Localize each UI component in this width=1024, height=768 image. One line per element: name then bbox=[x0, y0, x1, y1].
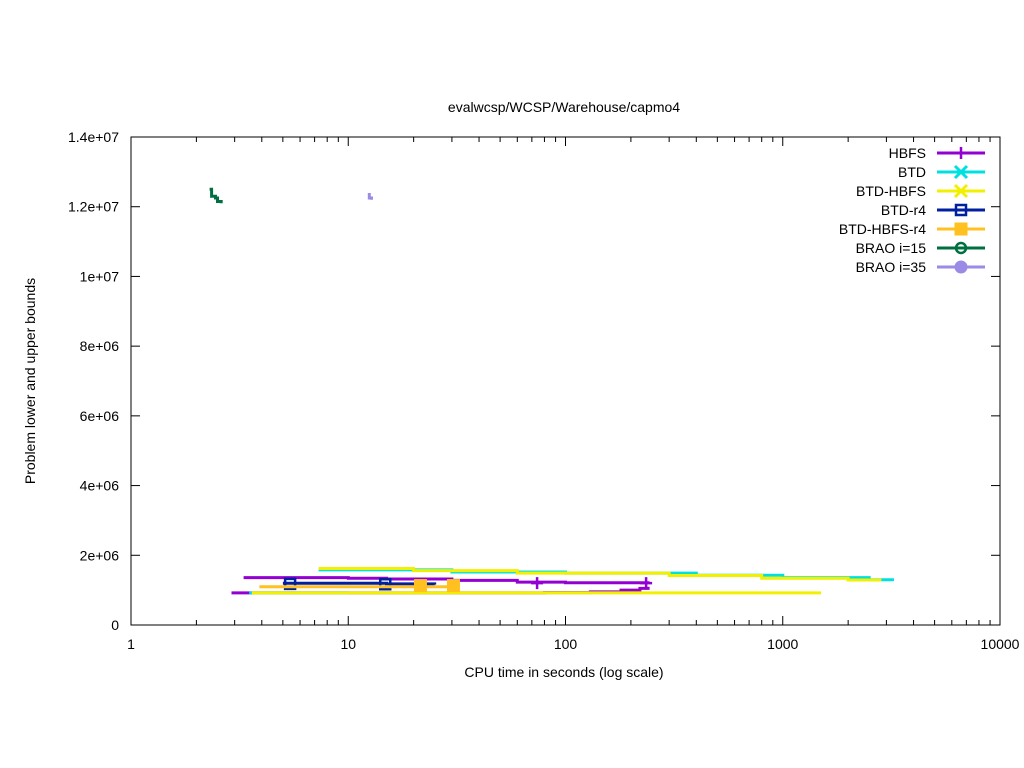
legend-item-5: BRAO i=15 bbox=[856, 240, 985, 256]
legend: HBFS BTD BTD-HBFS BTD-r4 BTD-HBFS-r4 BRAO i=1… bbox=[839, 145, 985, 275]
legend-label: BTD-r4 bbox=[881, 202, 926, 218]
x-axis-label: CPU time in seconds (log scale) bbox=[464, 664, 663, 680]
plot-frame bbox=[130, 136, 1001, 626]
y-tick-label: 1.4e+07 bbox=[68, 129, 119, 145]
filled-square-marker bbox=[954, 222, 968, 236]
legend-label: BTD-HBFS bbox=[856, 183, 926, 199]
y-tick-label: 2e+06 bbox=[80, 547, 120, 563]
chart-title: evalwcsp/WCSP/Warehouse/capmo4 bbox=[448, 99, 680, 115]
y-tick-label: 0 bbox=[111, 617, 119, 633]
legend-item-6: BRAO i=35 bbox=[856, 259, 985, 275]
series-3 bbox=[282, 577, 437, 591]
y-tick-label: 1.2e+07 bbox=[68, 199, 119, 215]
circle-marker bbox=[954, 241, 968, 255]
series-upper-bound-line bbox=[282, 581, 437, 586]
x-marker bbox=[953, 183, 969, 199]
x-tick-label: 10 bbox=[340, 636, 356, 652]
legend-item-2: BTD-HBFS bbox=[856, 183, 985, 199]
series-2 bbox=[251, 567, 882, 595]
legend-item-4: BTD-HBFS-r4 bbox=[839, 221, 985, 237]
square-marker bbox=[283, 577, 297, 591]
y-tick-label: 8e+06 bbox=[80, 338, 120, 354]
legend-item-3: BTD-r4 bbox=[881, 202, 985, 218]
legend-item-0: HBFS bbox=[889, 145, 985, 161]
filled-circle-marker bbox=[954, 260, 968, 274]
x-marker bbox=[953, 164, 969, 180]
plot-area: 0 2e+06 4e+06 6e+06 8e+06 1e+07 1.2e+07 1.4e+07… bbox=[68, 129, 1020, 652]
plus-marker bbox=[531, 577, 544, 590]
x-tick-label: 1 bbox=[127, 636, 135, 652]
series-4 bbox=[259, 579, 460, 593]
series-6 bbox=[367, 193, 373, 200]
series-upper-bound-line bbox=[367, 193, 373, 200]
x-tick-label: 1000 bbox=[767, 636, 798, 652]
filled-square-marker bbox=[446, 579, 460, 593]
plus-marker bbox=[955, 147, 967, 159]
legend-label: HBFS bbox=[889, 145, 926, 161]
y-tick-label: 6e+06 bbox=[80, 408, 120, 424]
y-axis-label: Problem lower and upper bounds bbox=[22, 278, 38, 484]
legend-label: BTD-HBFS-r4 bbox=[839, 221, 926, 237]
series-5 bbox=[209, 187, 223, 204]
legend-label: BRAO i=15 bbox=[856, 240, 927, 256]
series-upper-bound-line bbox=[318, 567, 882, 582]
legend-label: BTD bbox=[898, 164, 926, 180]
square-marker bbox=[954, 203, 968, 217]
x-tick-label: 100 bbox=[554, 636, 578, 652]
square-marker bbox=[378, 577, 392, 591]
y-tick-label: 1e+07 bbox=[80, 268, 120, 284]
series-upper-bound-line bbox=[209, 187, 223, 204]
plus-marker bbox=[640, 577, 653, 590]
x-tick-label: 10000 bbox=[981, 636, 1020, 652]
legend-item-1: BTD bbox=[898, 164, 985, 180]
filled-square-marker bbox=[413, 579, 427, 593]
y-tick-label: 4e+06 bbox=[80, 478, 120, 494]
legend-label: BRAO i=35 bbox=[856, 259, 927, 275]
